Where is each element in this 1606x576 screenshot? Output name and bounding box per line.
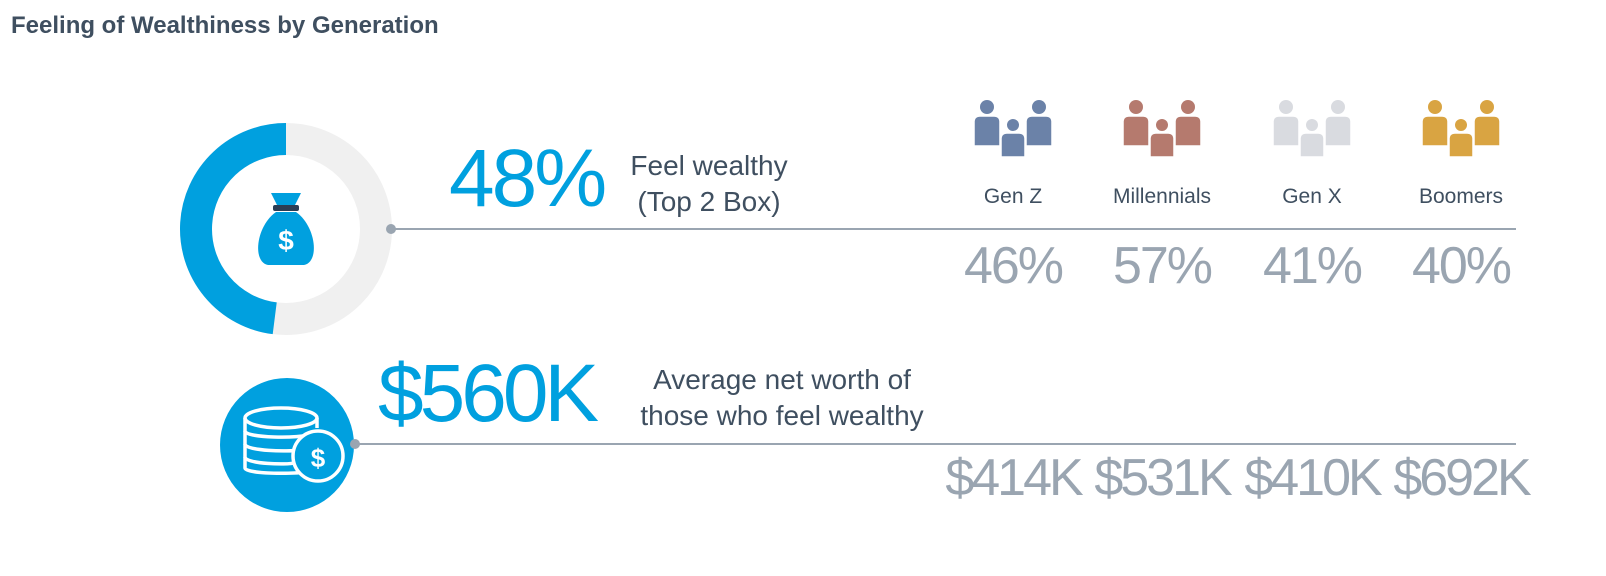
overall-wealthy-percent: 48% [449,133,607,224]
wealthy-description-line2: (Top 2 Box) [637,186,781,217]
generation-wealthy-percent: 46% [963,237,1064,295]
svg-text:$: $ [311,443,326,473]
bottom-rule-dot [350,439,360,449]
donut-value-arc [180,123,287,335]
people-group-icon [1421,100,1501,158]
generation-label: Gen Z [983,185,1043,208]
money-bag-icon: $ [258,193,314,265]
wealthy-description-line1: Feel wealthy [630,150,788,181]
generation-net-worth: $410K [1244,449,1382,507]
generation-label: Boomers [1418,185,1504,208]
wealthy-donut [180,123,392,335]
generation-wealthy-percent: 40% [1411,237,1512,295]
generation-label: Gen X [1282,185,1342,208]
generation-label: Millennials [1112,185,1212,208]
svg-text:$: $ [278,225,294,256]
chart-title: Feeling of Wealthiness by Generation [11,12,439,39]
people-group-icon [973,100,1053,158]
generation-net-worth: $692K [1393,449,1531,507]
generation-wealthy-percent: 57% [1112,237,1213,295]
coin-stack-icon: $ [220,378,354,512]
overall-net-worth: $560K [378,348,599,439]
net-worth-description: Average net worth of those who feel weal… [612,362,952,434]
generation-wealthy-percent: 41% [1262,237,1363,295]
generation-net-worth: $531K [1094,449,1232,507]
net-worth-description-line2: those who feel wealthy [640,400,924,431]
top-rule-dot [386,224,396,234]
generation-net-worth: $414K [945,449,1083,507]
wealthy-description: Feel wealthy (Top 2 Box) [614,148,804,220]
people-group-icon [1272,100,1352,158]
people-group-icon [1122,100,1202,158]
net-worth-description-line1: Average net worth of [653,364,911,395]
